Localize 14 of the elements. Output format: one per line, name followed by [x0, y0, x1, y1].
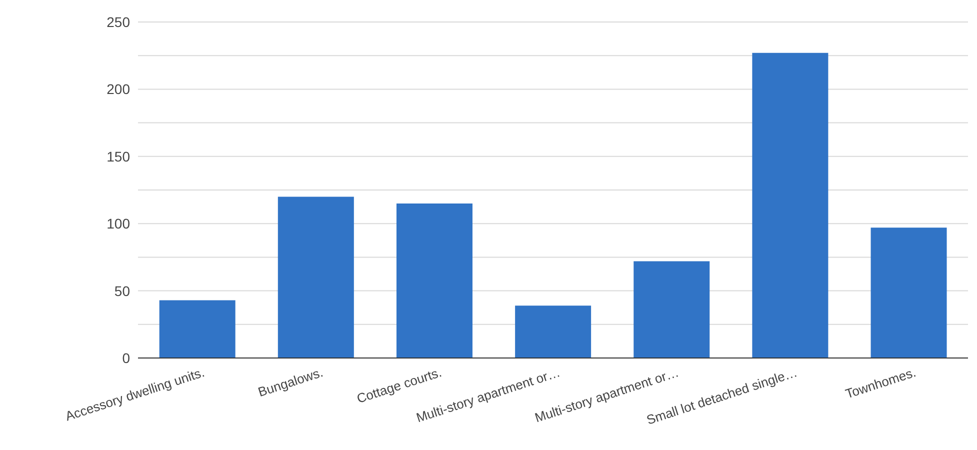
y-tick-label: 50 [114, 282, 130, 299]
x-tick-label: Cottage courts. [354, 364, 444, 406]
y-tick-label: 0 [122, 350, 130, 366]
bar [396, 203, 472, 358]
bar [159, 300, 236, 358]
y-tick-label: 200 [106, 81, 130, 98]
y-tick-label: 100 [106, 216, 130, 232]
y-tick-label: 250 [106, 14, 130, 30]
bar [752, 52, 828, 358]
y-tick-label: 150 [106, 148, 130, 164]
bar [634, 261, 710, 358]
bar [515, 306, 592, 358]
bar [870, 228, 947, 358]
bar [278, 196, 354, 358]
